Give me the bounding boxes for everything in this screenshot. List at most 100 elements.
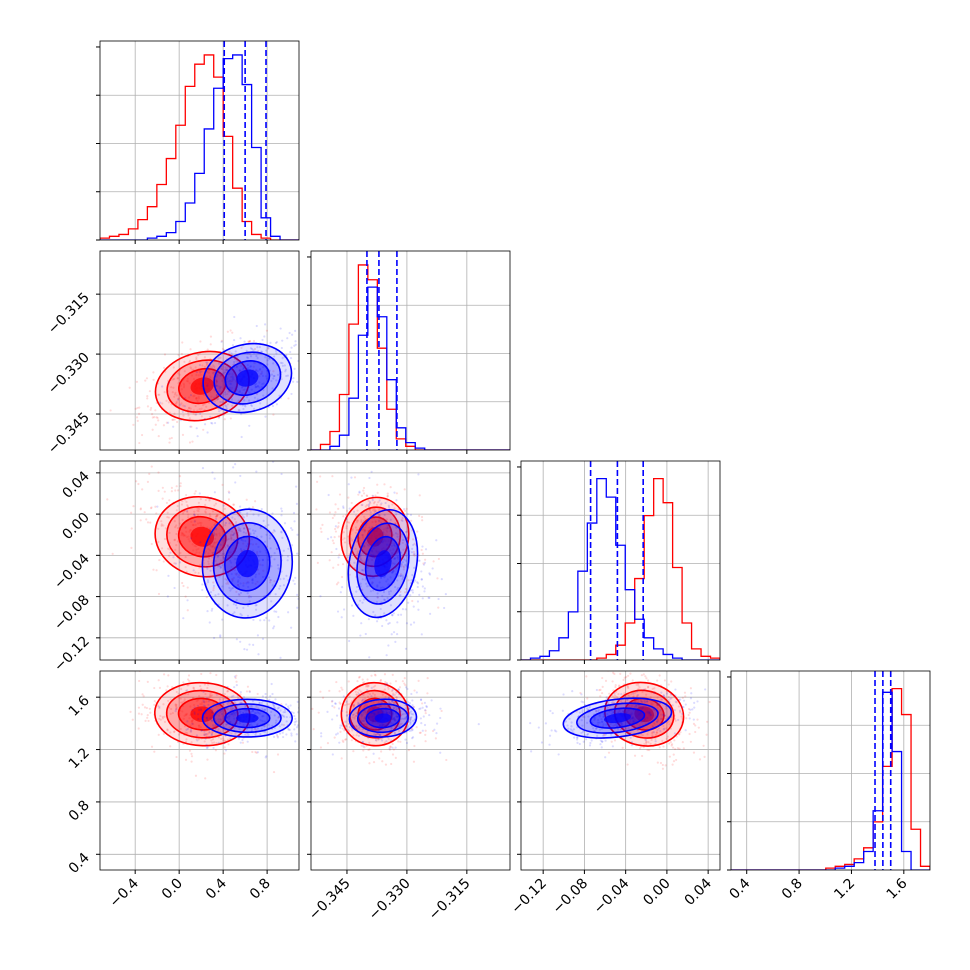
- sample-point-blue: [256, 345, 259, 349]
- sample-point-red: [617, 693, 620, 696]
- sample-point-blue: [195, 734, 199, 737]
- sample-point-red: [680, 715, 683, 718]
- y-tick-label: −0.08: [51, 592, 93, 634]
- sample-point-blue: [423, 723, 427, 727]
- sample-point-blue: [228, 720, 232, 724]
- sample-point-red: [368, 762, 371, 765]
- sample-point-red: [226, 330, 229, 333]
- sample-point-blue: [279, 732, 282, 735]
- sample-point-red: [215, 705, 218, 708]
- density-fill-red: [190, 377, 214, 395]
- sample-point-red: [175, 400, 178, 404]
- sample-point-blue: [195, 427, 198, 430]
- sample-point-red: [363, 528, 366, 531]
- sample-point-blue: [224, 391, 227, 394]
- sample-point-blue: [287, 705, 290, 708]
- sample-point-red: [399, 590, 402, 593]
- sample-point-blue: [235, 638, 238, 641]
- sample-point-blue: [360, 594, 363, 598]
- sample-point-red: [361, 536, 365, 539]
- sample-point-red: [252, 365, 255, 368]
- sample-point-red: [678, 747, 681, 750]
- sample-point-blue: [219, 635, 222, 638]
- sample-point-blue: [367, 618, 371, 621]
- sample-point-blue: [208, 730, 211, 734]
- sample-point-blue: [292, 380, 295, 383]
- sample-point-blue: [270, 600, 273, 603]
- sample-point-blue: [255, 724, 259, 727]
- sample-point-red: [681, 741, 684, 744]
- sample-point-blue: [396, 715, 399, 718]
- sample-point-red: [188, 717, 191, 720]
- sample-point-red: [633, 718, 636, 721]
- sample-point-blue: [260, 727, 263, 731]
- sample-point-blue: [233, 611, 236, 614]
- sample-point-red: [651, 687, 654, 690]
- sample-point-blue: [389, 710, 393, 713]
- sample-point-blue: [254, 382, 258, 385]
- sample-point-red: [205, 596, 208, 599]
- sample-point-blue: [586, 707, 589, 710]
- sample-point-blue: [392, 713, 395, 716]
- sample-point-blue: [260, 385, 263, 389]
- sample-point-red: [259, 563, 262, 566]
- sample-point-blue: [596, 721, 600, 724]
- sample-point-red: [353, 716, 356, 719]
- sample-point-blue: [345, 518, 348, 521]
- panel-plot-area: [100, 251, 299, 465]
- sample-point-red: [637, 684, 640, 687]
- sample-point-blue: [318, 719, 320, 721]
- sample-point-blue: [240, 435, 243, 439]
- sample-point-blue: [381, 709, 384, 713]
- sample-point-blue: [202, 704, 205, 707]
- sample-point-blue: [368, 715, 371, 718]
- sample-point-blue: [331, 699, 334, 703]
- sample-point-blue: [360, 714, 363, 717]
- sample-point-blue: [220, 712, 224, 716]
- sample-point-red: [227, 743, 230, 746]
- sample-point-red: [165, 501, 169, 504]
- sample-point-red: [194, 404, 197, 408]
- sample-point-blue: [353, 566, 356, 570]
- sample-point-red: [335, 680, 338, 684]
- sample-point-blue: [389, 518, 392, 521]
- sample-point-red: [184, 555, 187, 559]
- sample-point-red: [646, 679, 650, 682]
- sample-point-red: [214, 537, 217, 540]
- sample-point-red: [384, 695, 387, 699]
- sample-point-blue: [288, 331, 291, 335]
- sample-point-red: [228, 726, 231, 729]
- sample-point-blue: [411, 719, 415, 722]
- sample-point-red: [160, 547, 164, 550]
- sample-point-red: [662, 724, 665, 728]
- sample-point-blue: [394, 567, 398, 570]
- sample-point-blue: [217, 357, 220, 360]
- sample-point-blue: [226, 716, 229, 719]
- sample-point-blue: [385, 654, 388, 657]
- panel-plot-area: [100, 461, 299, 660]
- sample-point-red: [168, 554, 171, 557]
- sample-point-red: [351, 529, 354, 532]
- sample-point-blue: [289, 526, 293, 530]
- sample-point-red: [220, 737, 223, 741]
- sample-point-blue: [593, 718, 596, 722]
- sample-point-blue: [229, 463, 231, 465]
- sample-point-red: [255, 542, 258, 546]
- sample-point-blue: [233, 360, 236, 364]
- sample-point-blue: [242, 584, 245, 587]
- sample-point-red: [211, 371, 214, 374]
- sample-point-blue: [345, 700, 348, 703]
- sample-point-blue: [292, 579, 295, 582]
- sample-point-blue: [212, 746, 215, 749]
- sample-point-red: [157, 435, 160, 438]
- sample-point-blue: [659, 717, 662, 721]
- sample-point-red: [273, 580, 276, 583]
- sample-point-red: [176, 504, 179, 508]
- sample-point-blue: [212, 552, 215, 555]
- sample-point-red: [162, 732, 165, 736]
- sample-point-red: [604, 679, 608, 682]
- sample-point-blue: [263, 731, 267, 734]
- sample-point-red: [596, 723, 600, 726]
- sample-point-red: [365, 756, 368, 759]
- sample-point-blue: [199, 541, 202, 544]
